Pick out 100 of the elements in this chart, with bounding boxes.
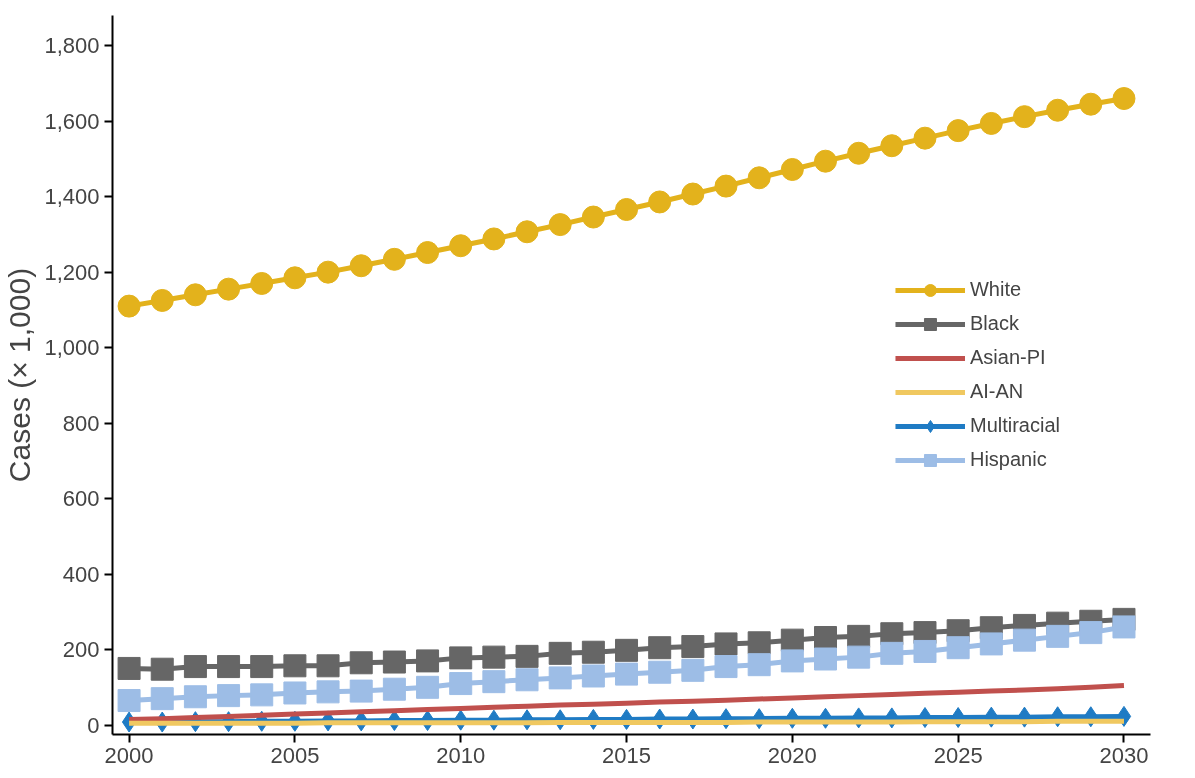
y-tick-label: 200: [62, 637, 100, 663]
point: [349, 651, 373, 675]
point: [979, 111, 1003, 135]
y-tick-label: 0: [87, 712, 100, 738]
x-tick-label: 2000: [104, 742, 154, 768]
point: [747, 653, 771, 677]
point: [880, 134, 904, 158]
point: [780, 628, 804, 652]
point: [814, 647, 837, 671]
y-axis-title: Cases (× 1,000): [3, 267, 37, 483]
point: [615, 198, 639, 221]
legend-label: White: [969, 278, 1022, 301]
point: [382, 650, 406, 674]
point: [681, 658, 705, 682]
point: [283, 681, 307, 705]
point: [250, 655, 274, 679]
point: [482, 227, 506, 251]
y-tick-label: 1,800: [44, 33, 100, 59]
point: [416, 649, 440, 673]
point: [316, 680, 340, 704]
point: [117, 689, 141, 713]
point: [581, 664, 605, 688]
x-tick-label: 2015: [602, 742, 652, 768]
legend-label: Multiracial: [969, 414, 1060, 437]
point: [1012, 105, 1036, 129]
point: [615, 638, 639, 662]
point: [515, 668, 539, 692]
point: [1079, 621, 1103, 645]
x-tick-label: 2030: [1099, 742, 1149, 768]
point: [183, 685, 207, 709]
point: [913, 639, 937, 663]
point: [648, 190, 672, 214]
point: [946, 636, 970, 660]
point: [217, 655, 241, 679]
point: [747, 166, 771, 190]
x-tick-label: 2005: [270, 742, 320, 768]
point: [316, 654, 340, 678]
point: [250, 683, 274, 707]
point: [814, 626, 837, 649]
y-tick-label: 1,200: [44, 259, 100, 285]
x-tick-label: 2010: [436, 742, 486, 768]
point: [847, 645, 871, 669]
point: [548, 666, 572, 690]
point: [183, 283, 207, 307]
y-tick-label: 1,400: [44, 184, 100, 210]
point: [416, 241, 440, 264]
point: [946, 119, 970, 143]
legend-label: AI-AN: [969, 380, 1024, 403]
point: [150, 687, 174, 711]
point: [681, 182, 705, 206]
point: [548, 641, 572, 665]
point: [482, 670, 506, 694]
point: [117, 656, 141, 680]
point: [217, 684, 241, 708]
point: [150, 657, 174, 681]
point: [382, 677, 406, 701]
point: [747, 631, 771, 655]
point: [183, 655, 207, 679]
point: [449, 234, 473, 258]
point: [1112, 615, 1136, 639]
point: [714, 632, 738, 656]
point: [349, 254, 373, 278]
point: [548, 213, 572, 237]
point: [515, 220, 539, 244]
point: [979, 632, 1003, 656]
y-tick-label: 1,000: [44, 335, 100, 361]
point: [780, 649, 804, 673]
point: [349, 679, 373, 703]
point: [847, 141, 871, 165]
point: [416, 675, 440, 699]
point: [449, 672, 473, 696]
legend-label: Hispanic: [969, 448, 1047, 471]
point: [1046, 624, 1070, 648]
point: [1112, 87, 1136, 111]
point: [382, 247, 406, 271]
y-tick-label: 600: [62, 486, 100, 512]
point: [714, 174, 738, 198]
point: [283, 266, 307, 290]
y-tick-label: 1,600: [44, 108, 100, 134]
y-tick-label: 400: [62, 561, 100, 587]
point: [250, 272, 274, 295]
point: [780, 158, 804, 181]
x-tick-label: 2025: [933, 742, 983, 768]
point: [1079, 92, 1103, 116]
point: [814, 149, 837, 173]
legend-label: Black: [969, 312, 1019, 335]
point: [482, 645, 506, 669]
point: [449, 646, 473, 670]
point: [714, 655, 738, 679]
y-tick-label: 800: [62, 410, 100, 436]
point: [316, 260, 340, 284]
point: [648, 660, 672, 684]
point: [1046, 98, 1070, 122]
point: [150, 288, 174, 312]
point: [880, 641, 904, 665]
legend-label: Asian-PI: [969, 346, 1046, 369]
point: [913, 126, 937, 150]
point: [581, 640, 605, 664]
point: [648, 636, 672, 660]
point: [1012, 628, 1036, 652]
